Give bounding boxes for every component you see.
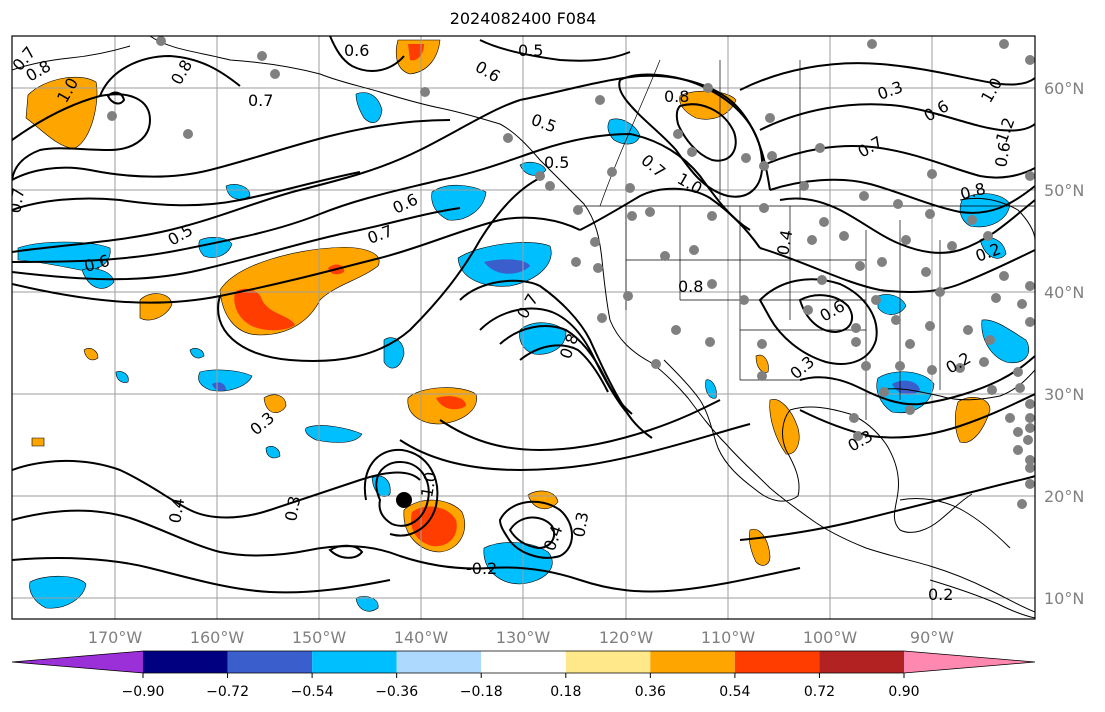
colorbar-tick-label: −0.72	[206, 684, 249, 700]
contour-label: 0.5	[518, 41, 543, 60]
contour-label: 0.2	[928, 585, 953, 604]
colorbar: −0.90 −0.72 −0.54 −0.36 −0.18 0.18 0.36 0.54 0.7…	[11, 650, 1036, 700]
colorbar-tick-label: 0.36	[635, 684, 666, 700]
colorbar-tick-label: −0.36	[375, 684, 418, 700]
contour-label: 0.4	[165, 496, 188, 524]
contour-label: 0.8	[664, 87, 689, 106]
colorbar-ticks: −0.90 −0.72 −0.54 −0.36 −0.18 0.18 0.36 0.54 0.7…	[122, 673, 920, 700]
colorbar-segments	[11, 650, 1036, 674]
lat-label-10n: 10°N	[1044, 589, 1084, 608]
colorbar-segment	[565, 651, 651, 673]
lat-label-20n: 20°N	[1044, 487, 1084, 506]
contour-label: -0.2	[466, 559, 497, 578]
map-title: 2024082400 F084	[449, 9, 597, 28]
contour-label: 0.5	[544, 153, 569, 172]
contour-lines	[12, 36, 1035, 594]
lat-label-60n: 60°N	[1044, 79, 1084, 98]
negative-anomaly-shading	[17, 92, 1030, 612]
colorbar-segment	[143, 651, 228, 673]
colorbar-tick-label: 0.72	[804, 684, 835, 700]
colorbar-segment	[734, 651, 820, 673]
colorbar-tick-label: 0.90	[888, 684, 919, 700]
lon-label-160w: 160°W	[190, 628, 245, 647]
colorbar-extend-low	[12, 651, 143, 673]
longitude-labels: 170°W 160°W 150°W 140°W 130°W 120°W 110°…	[88, 628, 954, 647]
colorbar-segment	[819, 651, 904, 673]
colorbar-segment	[227, 651, 313, 673]
map-frame	[11, 35, 1036, 620]
contour-label: 0.4	[773, 228, 796, 256]
station-markers	[107, 36, 1035, 509]
colorbar-segment	[312, 651, 397, 673]
lat-label-40n: 40°N	[1044, 283, 1084, 302]
lon-label-130w: 130°W	[496, 628, 551, 647]
lon-label-100w: 100°W	[803, 628, 858, 647]
storm-center-marker	[396, 492, 412, 508]
contour-label: 0.6	[344, 41, 369, 60]
colorbar-tick-label: −0.90	[122, 684, 165, 700]
lon-label-150w: 150°W	[292, 628, 347, 647]
lat-label-30n: 30°N	[1044, 385, 1084, 404]
lat-label-50n: 50°N	[1044, 181, 1084, 200]
contour-label: 1.0	[417, 470, 440, 498]
contour-label: 0.3	[281, 494, 304, 522]
colorbar-segment	[650, 651, 735, 673]
lon-label-170w: 170°W	[88, 628, 143, 647]
colorbar-extend-high	[904, 651, 1035, 673]
coastlines	[12, 36, 1035, 619]
colorbar-segment	[396, 651, 482, 673]
contour-label: 0.3	[569, 510, 592, 538]
colorbar-tick-label: −0.54	[291, 684, 334, 700]
lon-label-110w: 110°W	[701, 628, 756, 647]
contour-label: 0.7	[248, 91, 273, 110]
colorbar-segment	[481, 651, 566, 673]
colorbar-tick-label: 0.18	[550, 684, 581, 700]
lon-label-140w: 140°W	[394, 628, 449, 647]
colorbar-tick-label: 0.54	[719, 684, 750, 700]
contour-label: 0.7	[5, 186, 28, 214]
lon-label-120w: 120°W	[599, 628, 654, 647]
contour-label: 0.8	[678, 277, 703, 296]
contour-label: 0.6	[991, 140, 1014, 168]
colorbar-tick-label: −0.18	[460, 684, 503, 700]
lon-label-90w: 90°W	[910, 628, 954, 647]
latitude-labels: 60°N 50°N 40°N 30°N 20°N 10°N	[1044, 79, 1084, 608]
positive-anomaly-shading	[25, 39, 991, 566]
